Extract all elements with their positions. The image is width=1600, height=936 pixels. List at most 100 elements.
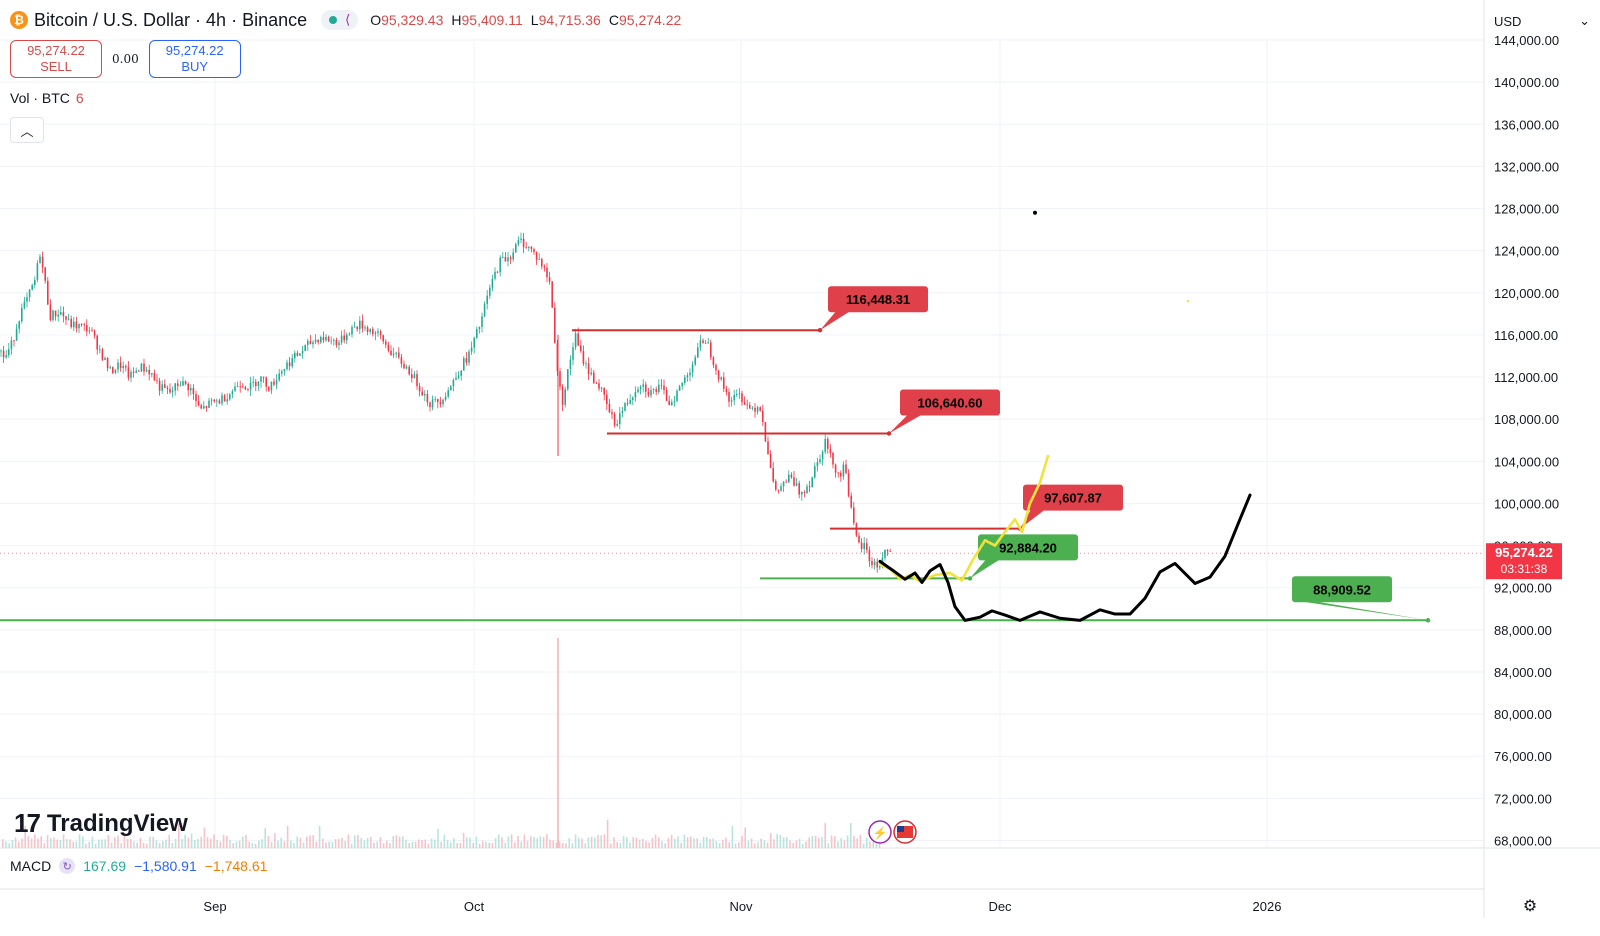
volume-bar <box>56 839 58 848</box>
candle-body <box>307 340 309 345</box>
volume-bar <box>194 840 196 848</box>
candle-body <box>273 381 275 385</box>
candle-body <box>151 373 153 375</box>
candle-body <box>499 257 501 273</box>
candle-body <box>535 251 538 260</box>
candle-body <box>832 452 834 465</box>
volume-bar <box>498 834 500 848</box>
volume-legend[interactable]: Vol · BTC 6 <box>10 90 84 106</box>
collapse-legend-button[interactable]: ︿ <box>10 117 44 143</box>
volume-bar <box>318 825 321 848</box>
volume-bar <box>440 841 442 848</box>
projection-path-yellow[interactable] <box>878 454 1050 583</box>
market-status-pill[interactable]: ⟨ <box>321 10 359 30</box>
volume-bar <box>91 836 94 848</box>
low-label: L <box>530 12 539 28</box>
bitcoin-icon: ₿ <box>10 11 28 29</box>
spread-value: 0.00 <box>112 52 139 66</box>
candle-body <box>122 365 124 369</box>
candle-body <box>73 321 75 328</box>
candle-body <box>468 351 470 363</box>
candle-body <box>88 330 91 332</box>
volume-bar <box>43 843 46 848</box>
volume-bar <box>459 843 462 848</box>
gear-icon[interactable]: ⚙ <box>1522 898 1538 915</box>
volume-bar <box>648 842 650 848</box>
symbol-title[interactable]: Bitcoin / U.S. Dollar · 4h · Binance <box>34 9 308 30</box>
sell-button[interactable]: 95,274.22 SELL <box>10 40 102 78</box>
candle-body <box>619 413 621 425</box>
candle-body <box>325 336 327 341</box>
lightning-icon-glyph: ⚡ <box>873 826 888 840</box>
level-92884-callout[interactable] <box>978 534 1078 561</box>
volume-bar <box>110 842 113 848</box>
candle-body <box>762 410 764 422</box>
candle-body <box>860 542 863 549</box>
macd-settings-icon[interactable]: ↻ <box>59 858 76 874</box>
candle-body <box>411 374 413 379</box>
level-88909-callout[interactable] <box>1292 576 1392 603</box>
currency-selector[interactable]: USD ⌄ <box>1488 8 1600 34</box>
candle-body <box>598 383 600 389</box>
candle-body <box>483 303 486 317</box>
volume-bar <box>616 841 618 848</box>
y-tick-label: 140,000.00 <box>1494 75 1559 90</box>
candle-body <box>57 314 59 317</box>
low-value: 94,715.36 <box>538 12 601 28</box>
y-tick-label: 132,000.00 <box>1494 159 1559 174</box>
candle-body <box>712 357 715 365</box>
candle-body <box>312 342 314 345</box>
candle-body <box>715 364 717 371</box>
level-97607-callout[interactable] <box>1023 484 1123 511</box>
volume-bar <box>11 839 14 848</box>
volume-bar <box>587 837 590 848</box>
y-tick-label: 88,000.00 <box>1494 623 1552 638</box>
candle-body <box>465 358 468 363</box>
volume-bar <box>402 836 404 848</box>
macd-label: MACD <box>10 858 52 874</box>
volume-bar <box>226 835 228 848</box>
candle-body <box>343 335 345 341</box>
volume-bar <box>88 841 90 848</box>
last-price-tag-countdown: 03:31:38 <box>1501 562 1548 576</box>
projection-path-black[interactable] <box>878 493 1252 622</box>
volume-bar <box>62 834 65 848</box>
candle-body <box>738 393 741 395</box>
candle-body <box>132 371 135 373</box>
tradingview-logo[interactable]: 17 TradingView <box>14 808 188 839</box>
volume-bar <box>603 834 606 848</box>
volume-bar <box>66 839 68 848</box>
lightning-icon[interactable] <box>868 820 892 844</box>
candle-body <box>338 342 340 346</box>
candle-body <box>395 352 397 354</box>
volume-bar <box>114 837 116 848</box>
candle-body <box>197 401 200 406</box>
volume-bar <box>382 843 385 848</box>
volume-bar <box>334 839 337 848</box>
candle-body <box>470 347 473 352</box>
candle-body <box>803 491 806 493</box>
share-icon[interactable]: ⟨ <box>345 12 351 27</box>
candle-body <box>335 339 338 346</box>
buy-button[interactable]: 95,274.22 BUY <box>148 40 241 78</box>
candle-body <box>606 394 608 405</box>
candle-body <box>457 375 460 378</box>
candle-body <box>52 310 54 320</box>
volume-bar <box>286 825 289 848</box>
candle-body <box>400 357 403 364</box>
candle-body <box>356 326 358 330</box>
level-116448-callout[interactable] <box>828 286 928 313</box>
volume-bar <box>853 835 855 848</box>
candle-body <box>491 278 494 288</box>
level-106640-callout[interactable] <box>900 389 1000 416</box>
macd-legend[interactable]: MACD ↻ 167.69 −1,580.91 −1,748.61 <box>10 858 267 874</box>
level-116448-callout-tail <box>820 311 850 331</box>
volume-bar <box>37 838 39 848</box>
candle-body <box>621 410 624 414</box>
candle-body <box>67 318 70 320</box>
volume-bar <box>571 843 574 848</box>
candle-body <box>834 464 837 473</box>
candle-body <box>31 285 33 290</box>
candle-body <box>200 405 202 409</box>
